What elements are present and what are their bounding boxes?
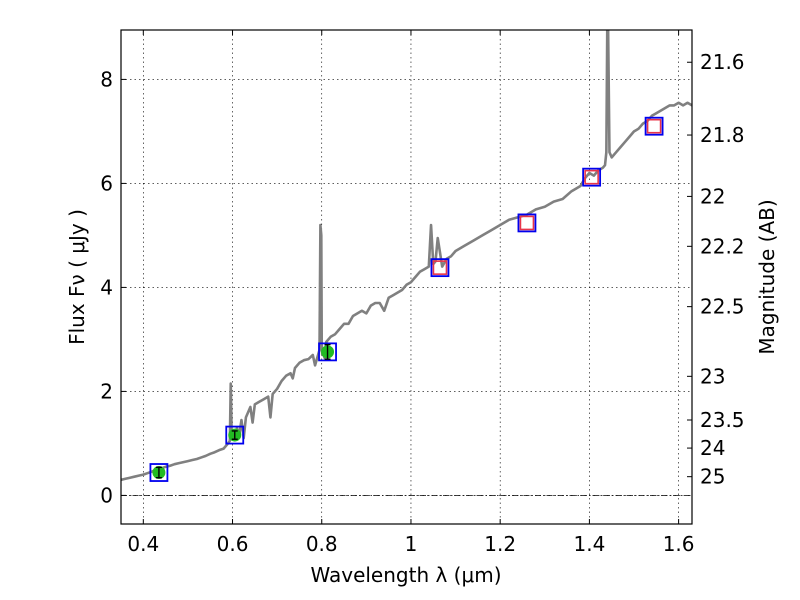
upper-limit-marker xyxy=(519,215,535,231)
magnitude-tick-label: 24 xyxy=(700,436,725,460)
x-tick-label: 1.4 xyxy=(573,532,605,556)
magnitude-tick-label: 22 xyxy=(700,184,725,208)
y-tick-label: 8 xyxy=(100,67,113,91)
plot-frame xyxy=(120,29,693,525)
x-tick-label: 0.4 xyxy=(127,532,159,556)
upper-limit-marker xyxy=(584,169,599,185)
upper-limit-marker xyxy=(646,118,662,134)
model-photometry-marker xyxy=(225,425,245,445)
y-tick-label: 2 xyxy=(100,379,113,403)
axis-ticks xyxy=(121,30,692,524)
upper-limit-marker xyxy=(432,260,448,275)
x-tick-label: 1.6 xyxy=(663,532,695,556)
model-photometry-marker xyxy=(517,213,537,233)
magnitude-tick-label: 23 xyxy=(700,364,725,388)
model-photometry-marker xyxy=(644,116,664,136)
y-tick-label: 6 xyxy=(100,171,113,195)
y-axis-label: Flux Fν ( μJy ) xyxy=(65,209,89,345)
y-tick-label: 4 xyxy=(100,275,113,299)
magnitude-tick-label: 21.6 xyxy=(700,50,745,74)
magnitude-tick-label: 23.5 xyxy=(700,408,745,432)
x-tick-label: 1 xyxy=(405,532,418,556)
spectrum-line xyxy=(121,30,692,482)
x-tick-label: 0.6 xyxy=(217,532,249,556)
x-tick-label: 0.8 xyxy=(306,532,338,556)
y-tick-label: 0 xyxy=(100,483,113,507)
magnitude-tick-label: 21.8 xyxy=(700,123,745,147)
model-photometry-marker xyxy=(318,342,337,362)
magnitude-axis-label: Magnitude (AB) xyxy=(755,199,779,354)
x-tick-label: 1.2 xyxy=(484,532,516,556)
model-photometry-marker xyxy=(430,258,450,278)
magnitude-tick-label: 22.5 xyxy=(700,295,745,319)
tick-labels: 0.4 0.6 0.8 1 1.2 1.4 1.60246821.621.82222.222… xyxy=(100,50,744,556)
magnitude-tick-label: 22.2 xyxy=(700,234,745,258)
model-photometry-marker xyxy=(149,463,169,482)
x-axis-label: Wavelength λ (μm) xyxy=(310,563,501,587)
model-photometry-marker xyxy=(582,167,602,187)
plot-area xyxy=(121,30,692,496)
magnitude-tick-label: 25 xyxy=(700,465,725,489)
